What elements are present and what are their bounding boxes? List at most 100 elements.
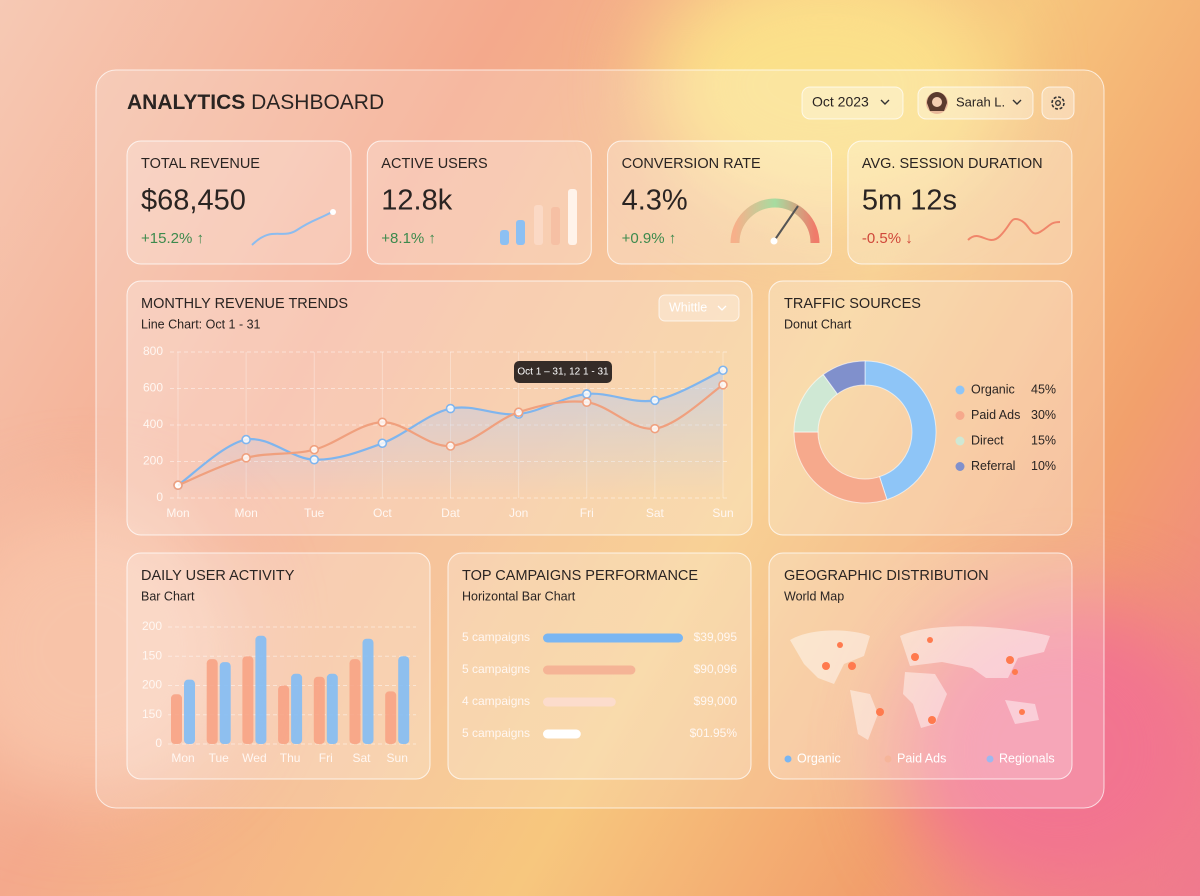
gear-icon [1055, 100, 1061, 106]
legend-label: Direct [971, 433, 1004, 447]
legend-dot [955, 385, 965, 395]
x-tick-label: Mon [166, 506, 189, 520]
sparkline-dot [330, 209, 336, 215]
bar-label: 4 campaigns [462, 694, 530, 708]
sparkline [967, 218, 1061, 241]
x-tick-label: Fri [319, 751, 333, 765]
x-tick-label: Mon [234, 506, 257, 520]
x-tick-label: Sat [352, 751, 371, 765]
card-subtitle: Horizontal Bar Chart [462, 589, 576, 603]
x-tick-label: Tue [209, 751, 230, 765]
card-title: DAILY USER ACTIVITY [141, 568, 295, 584]
world-map [790, 626, 1050, 740]
y-tick-label: 800 [143, 344, 163, 358]
y-tick-label: 600 [143, 381, 163, 395]
card-subtitle: Bar Chart [141, 589, 195, 603]
bar [362, 638, 374, 744]
bar-amount: $39,095 [694, 630, 738, 644]
y-tick-label: 200 [142, 619, 162, 633]
bar [278, 685, 290, 744]
bar [291, 673, 303, 744]
x-tick-label: Jon [509, 506, 528, 520]
point [241, 434, 251, 445]
y-tick-label: 400 [143, 417, 163, 431]
card-title: MONTHLY REVENUE TRENDS [141, 296, 348, 312]
x-tick-label: Dat [441, 506, 460, 520]
card-title: GEOGRAPHIC DISTRIBUTION [784, 568, 989, 584]
mini-bars [500, 189, 577, 245]
chevron [717, 305, 727, 311]
filter-dropdown[interactable] [658, 294, 740, 322]
legend-label: Referral [971, 459, 1015, 473]
y-tick-label: 200 [142, 678, 162, 692]
y-tick-label: 0 [156, 490, 163, 504]
kpi-change: -0.5% ↓ [862, 230, 913, 247]
card-title: TRAFFIC SOURCES [784, 296, 921, 312]
bar [349, 659, 361, 744]
bar-amount: $01.95% [690, 726, 738, 740]
bar [543, 729, 581, 739]
bar-label: 5 campaigns [462, 726, 530, 740]
date-picker[interactable] [801, 86, 904, 120]
bar [171, 694, 182, 744]
x-tick-label: Mon [171, 751, 194, 765]
bar-amount: $99,000 [694, 694, 738, 708]
settings-button[interactable] [1041, 86, 1075, 120]
x-tick-label: Sun [712, 506, 733, 520]
card [847, 140, 1073, 265]
bar [543, 633, 683, 643]
filter-label: Whittle [669, 300, 707, 314]
point [377, 438, 388, 449]
legend-dot [955, 411, 965, 420]
kpi-value: $68,450 [141, 185, 246, 217]
bar [184, 679, 195, 744]
point [309, 454, 320, 465]
map-hotspots [822, 637, 1025, 724]
card [126, 140, 352, 265]
point [377, 417, 388, 428]
point [718, 365, 728, 376]
legend-dot [884, 755, 892, 763]
title: ANALYTICS DASHBOARD [127, 91, 384, 114]
card [126, 552, 431, 780]
gauge [730, 198, 820, 244]
donut-slice [822, 360, 866, 395]
card-subtitle: Donut Chart [784, 317, 852, 331]
cards [126, 140, 1073, 780]
tooltip [514, 361, 612, 383]
x-tick-label: Wed [242, 751, 266, 765]
bar [255, 635, 267, 744]
point [650, 423, 660, 434]
card-subtitle: Line Chart: Oct 1 - 31 [141, 317, 261, 331]
legend-label: Regionals [999, 751, 1055, 765]
gear-icon [1051, 96, 1065, 110]
x-tick-label: Tue [304, 506, 325, 520]
avatar-face [932, 97, 942, 107]
point [650, 395, 660, 406]
bar [219, 662, 231, 744]
bar [242, 656, 254, 744]
point [445, 403, 456, 414]
legend-dot [784, 755, 792, 763]
legend-value: 30% [1031, 408, 1056, 422]
bar [206, 659, 218, 744]
kpi-change: +15.2% ↑ [141, 230, 204, 247]
bar [385, 691, 397, 744]
x-tick-label: Fri [580, 506, 594, 520]
gauge-needle [773, 205, 799, 242]
bg-glow [900, 600, 1200, 896]
kpi-change: +0.9% ↑ [622, 230, 677, 247]
bar-amount: $90,096 [694, 662, 738, 676]
kpi-label: ACTIVE USERS [381, 156, 487, 172]
kpi-label: TOTAL REVENUE [141, 156, 260, 172]
kpi-change: +8.1% ↑ [381, 230, 436, 247]
card-subtitle: World Map [784, 589, 844, 603]
x-tick-label: Sat [646, 506, 665, 520]
chevron [880, 99, 890, 105]
point [241, 453, 251, 463]
point [581, 389, 592, 399]
legend-label: Paid Ads [971, 408, 1020, 422]
y-tick-label: 150 [142, 648, 162, 662]
user-menu[interactable] [917, 86, 1034, 120]
